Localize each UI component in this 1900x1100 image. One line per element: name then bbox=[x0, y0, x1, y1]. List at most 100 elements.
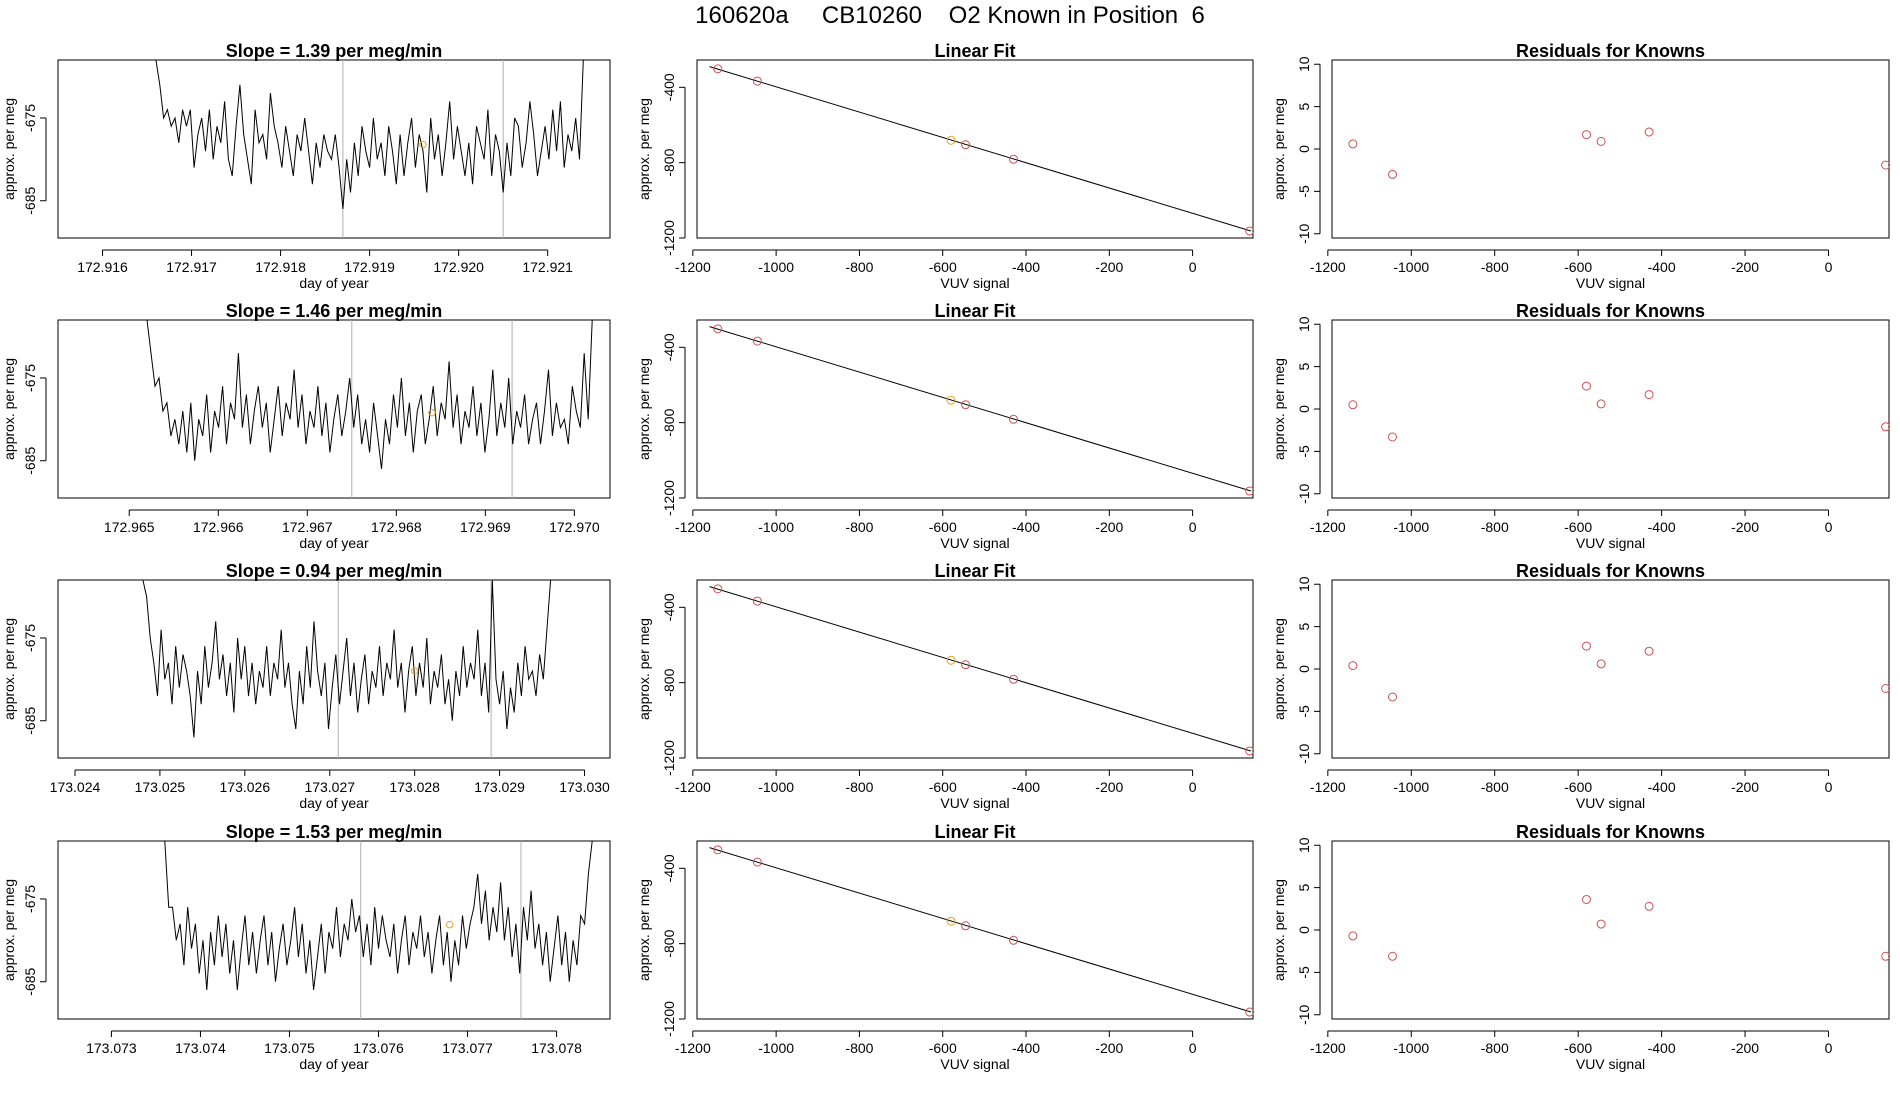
highlight-point bbox=[419, 140, 427, 149]
y-axis-label: approx. per meg bbox=[636, 98, 652, 200]
y-tick-label: -1200 bbox=[661, 480, 677, 516]
chart-panel: Linear Fit -1200 -1000 -800 -600 -400 -200 0 VUV… bbox=[636, 301, 1255, 551]
fit-line bbox=[709, 586, 1252, 752]
y-tick-label: 0 bbox=[1296, 405, 1312, 413]
y-axis-label: approx. per meg bbox=[1271, 358, 1287, 460]
chart-title: Linear Fit bbox=[934, 41, 1015, 61]
data-point bbox=[752, 596, 762, 606]
x-tick-label: 172.970 bbox=[549, 519, 600, 535]
chart-panel: Linear Fit -1200 -1000 -800 -600 -400 -200 0 VUV… bbox=[636, 41, 1255, 291]
x-tick-label: 172.966 bbox=[193, 519, 244, 535]
x-tick-label: -600 bbox=[1564, 259, 1592, 275]
data-point bbox=[1348, 931, 1358, 941]
data-point bbox=[1582, 130, 1592, 140]
x-tick-label: -600 bbox=[929, 1040, 957, 1056]
x-tick-label: -1000 bbox=[758, 519, 794, 535]
plot-frame bbox=[1331, 319, 1890, 499]
x-tick-label: 172.919 bbox=[344, 259, 395, 275]
chart-title: Linear Fit bbox=[934, 561, 1015, 581]
x-tick-label: 0 bbox=[1189, 519, 1197, 535]
x-tick-label: 173.028 bbox=[389, 779, 440, 795]
x-tick-label: 0 bbox=[1189, 779, 1197, 795]
x-tick-label: 173.026 bbox=[220, 779, 271, 795]
chart-panel: Linear Fit -1200 -1000 -800 -600 -400 -200 0 VUV… bbox=[636, 561, 1255, 811]
y-tick-label: -685 bbox=[22, 707, 38, 735]
y-tick-label: -800 bbox=[661, 148, 677, 176]
highlight-point bbox=[946, 395, 956, 405]
data-point bbox=[1009, 674, 1019, 684]
x-tick-label: -1200 bbox=[675, 259, 711, 275]
y-tick-label: 0 bbox=[1296, 665, 1312, 673]
x-tick-label: -600 bbox=[929, 779, 957, 795]
y-tick-label: -400 bbox=[661, 73, 677, 101]
x-tick-label: 0 bbox=[1825, 779, 1833, 795]
x-tick-label: 172.918 bbox=[255, 259, 306, 275]
x-tick-label: -400 bbox=[1648, 519, 1676, 535]
data-point bbox=[1245, 746, 1255, 756]
y-tick-label: 10 bbox=[1296, 837, 1312, 853]
y-tick-label: -685 bbox=[22, 447, 38, 475]
chart-panel: Residuals for Knowns-1200 -1000 -800 -600 -4… bbox=[1271, 822, 1891, 1072]
x-tick-label: -600 bbox=[929, 259, 957, 275]
y-tick-label: 10 bbox=[1296, 56, 1312, 72]
data-point bbox=[1245, 226, 1255, 236]
data-point bbox=[713, 584, 723, 594]
y-tick-label: -675 bbox=[22, 104, 38, 132]
data-point bbox=[752, 336, 762, 346]
x-tick-label: -400 bbox=[1012, 779, 1040, 795]
x-tick-label: -1200 bbox=[675, 519, 711, 535]
x-tick-label: 173.027 bbox=[304, 779, 355, 795]
data-point bbox=[1245, 486, 1255, 496]
x-tick-label: -400 bbox=[1648, 1040, 1676, 1056]
x-tick-label: -200 bbox=[1731, 259, 1759, 275]
y-tick-label: -10 bbox=[1296, 223, 1312, 243]
x-tick-label: -400 bbox=[1012, 519, 1040, 535]
data-point bbox=[1582, 381, 1592, 391]
highlight-point bbox=[946, 135, 956, 145]
x-tick-label: -400 bbox=[1012, 1040, 1040, 1056]
data-point bbox=[961, 400, 971, 410]
y-tick-label: -5 bbox=[1296, 966, 1312, 979]
y-tick-label: 0 bbox=[1296, 145, 1312, 153]
x-tick-label: 173.024 bbox=[50, 779, 101, 795]
x-tick-label: -200 bbox=[1731, 519, 1759, 535]
data-point bbox=[1387, 951, 1397, 961]
data-point bbox=[1881, 951, 1891, 961]
x-tick-label: 0 bbox=[1189, 259, 1197, 275]
y-axis-label: approx. per meg bbox=[1, 618, 17, 720]
data-point bbox=[1348, 661, 1358, 671]
x-tick-label: 173.029 bbox=[474, 779, 525, 795]
x-tick-label: 0 bbox=[1825, 259, 1833, 275]
fit-line bbox=[709, 66, 1252, 232]
data-point bbox=[1387, 692, 1397, 702]
highlight-point bbox=[946, 655, 956, 665]
data-point bbox=[1596, 399, 1606, 409]
x-tick-label: -200 bbox=[1095, 1040, 1123, 1056]
x-tick-label: -1200 bbox=[1310, 1040, 1346, 1056]
y-tick-label: 10 bbox=[1296, 316, 1312, 332]
chart-title: Slope = 1.39 per meg/min bbox=[226, 41, 443, 61]
data-point bbox=[752, 857, 762, 867]
chart-panel: Slope = 1.53 per meg/min 173.073 173.074 17… bbox=[1, 822, 611, 1072]
data-point bbox=[1881, 422, 1891, 432]
chart-title: Linear Fit bbox=[934, 301, 1015, 321]
plot-frame bbox=[696, 840, 1254, 1020]
x-tick-label: 172.917 bbox=[166, 259, 217, 275]
x-tick-label: -600 bbox=[1564, 519, 1592, 535]
data-point bbox=[1009, 935, 1019, 945]
data-point bbox=[1348, 400, 1358, 410]
y-tick-label: -10 bbox=[1296, 743, 1312, 763]
x-tick-label: 173.075 bbox=[264, 1040, 315, 1056]
chart-panel: Slope = 1.39 per meg/min 172.916 172.917 17… bbox=[1, 41, 611, 291]
data-point bbox=[1596, 136, 1606, 146]
x-tick-label: -800 bbox=[1481, 1040, 1509, 1056]
series-line bbox=[155, 59, 584, 210]
x-tick-label: -200 bbox=[1731, 779, 1759, 795]
data-point bbox=[1644, 390, 1654, 400]
y-tick-label: -685 bbox=[22, 187, 38, 215]
y-tick-label: -400 bbox=[661, 593, 677, 621]
x-tick-label: -400 bbox=[1012, 259, 1040, 275]
data-point bbox=[1881, 683, 1891, 693]
chart-panel: Slope = 0.94 per meg/min 173.024 173.025 17… bbox=[1, 561, 611, 811]
y-tick-label: -10 bbox=[1296, 1004, 1312, 1024]
